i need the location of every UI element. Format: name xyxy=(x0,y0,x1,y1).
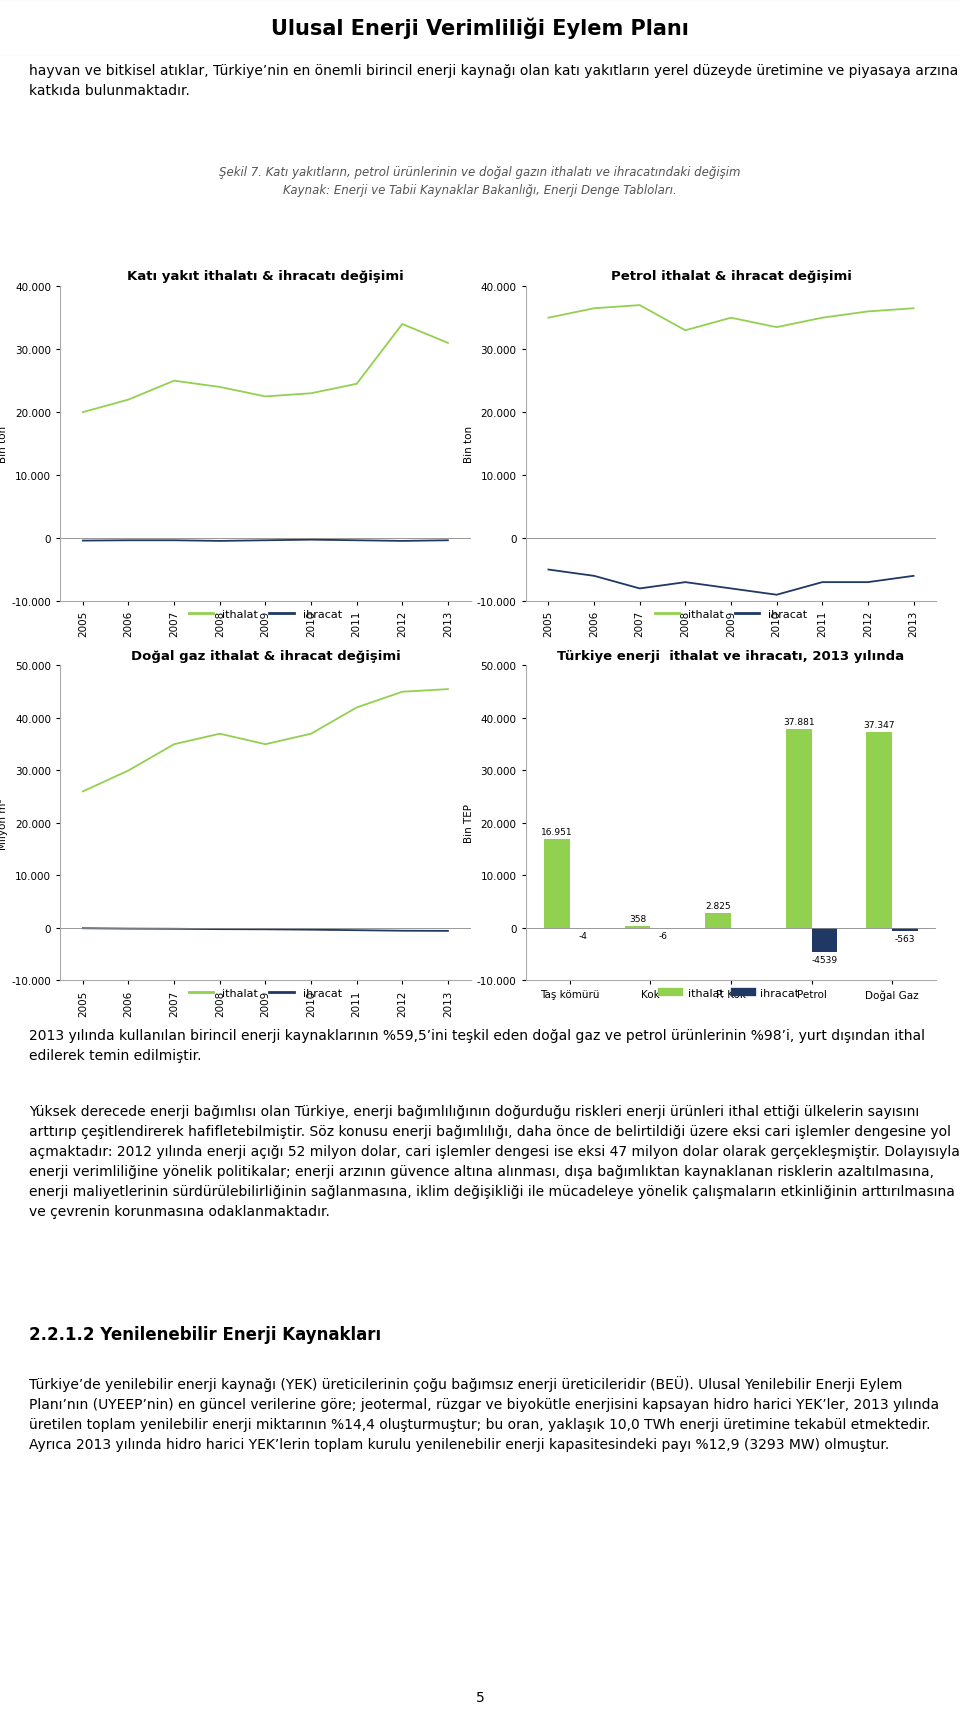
Y-axis label: Bin ton: Bin ton xyxy=(0,426,9,463)
Title: Türkiye enerji  ithalat ve ihracatı, 2013 yılında: Türkiye enerji ithalat ve ihracatı, 2013… xyxy=(558,650,904,662)
Text: -563: -563 xyxy=(895,934,915,944)
Legend: ithalat, ihracat: ithalat, ihracat xyxy=(658,984,804,1003)
Title: Katı yakıt ithalatı & ihracatı değişimi: Katı yakıt ithalatı & ihracatı değişimi xyxy=(127,271,404,283)
Text: Şekil 7. Katı yakıtların, petrol ürünlerinin ve doğal gazın ithalatı ve ihracatı: Şekil 7. Katı yakıtların, petrol ürünler… xyxy=(219,165,741,196)
Text: -4: -4 xyxy=(578,932,588,941)
Bar xyxy=(544,839,570,929)
Text: Yüksek derecede enerji bağımlısı olan Türkiye, enerji bağımlılığının doğurduğu r: Yüksek derecede enerji bağımlısı olan Tü… xyxy=(29,1104,960,1218)
Bar xyxy=(785,729,811,929)
Bar xyxy=(625,927,651,929)
Text: 2.2.1.2 Yenilenebilir Enerji Kaynakları: 2.2.1.2 Yenilenebilir Enerji Kaynakları xyxy=(29,1325,381,1342)
Bar xyxy=(866,732,892,929)
Text: 2.825: 2.825 xyxy=(706,901,731,910)
Text: 16.951: 16.951 xyxy=(541,827,573,836)
Text: 2013 yılında kullanılan birincil enerji kaynaklarının %59,5’ini teşkil eden doğa: 2013 yılında kullanılan birincil enerji … xyxy=(29,1029,924,1063)
Y-axis label: Bin TEP: Bin TEP xyxy=(464,805,474,843)
Title: Petrol ithalat & ihracat değişimi: Petrol ithalat & ihracat değişimi xyxy=(611,271,852,283)
Text: Türkiye’de yenilebilir enerji kaynağı (YEK) üreticilerinin çoğu bağımsız enerji : Türkiye’de yenilebilir enerji kaynağı (Y… xyxy=(29,1375,939,1451)
Text: 5: 5 xyxy=(475,1690,485,1704)
Text: hayvan ve bitkisel atıklar, Türkiye’nin en önemli birincil enerji kaynağı olan k: hayvan ve bitkisel atıklar, Türkiye’nin … xyxy=(29,64,958,98)
Text: 358: 358 xyxy=(629,915,646,924)
Y-axis label: Milyon m³: Milyon m³ xyxy=(0,798,9,849)
Title: Doğal gaz ithalat & ihracat değişimi: Doğal gaz ithalat & ihracat değişimi xyxy=(131,650,400,662)
Text: 37.881: 37.881 xyxy=(782,717,814,727)
Text: -4539: -4539 xyxy=(811,955,837,965)
Text: Ulusal Enerji Verimliliği Eylem Planı: Ulusal Enerji Verimliliği Eylem Planı xyxy=(271,17,689,40)
Bar xyxy=(892,929,918,930)
Bar xyxy=(811,929,837,953)
Text: 37.347: 37.347 xyxy=(863,720,895,729)
Bar xyxy=(706,913,731,929)
Y-axis label: Bin ton: Bin ton xyxy=(464,426,474,463)
Text: -6: -6 xyxy=(659,932,668,941)
Legend: ithalat, ihracat: ithalat, ihracat xyxy=(184,605,347,624)
Legend: ithalat, ihracat: ithalat, ihracat xyxy=(650,605,812,624)
Legend: ithalat, ihracat: ithalat, ihracat xyxy=(184,984,347,1003)
